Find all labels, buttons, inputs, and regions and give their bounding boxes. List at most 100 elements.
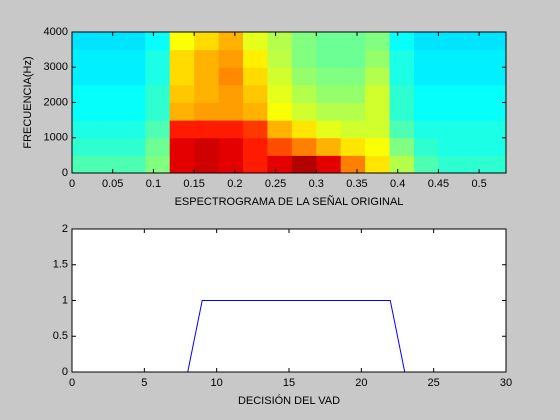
heat-cell xyxy=(72,67,97,86)
heat-cell xyxy=(194,32,220,51)
heat-cell xyxy=(365,32,391,51)
heat-cell xyxy=(462,120,488,139)
heat-cell xyxy=(365,49,391,68)
heat-cell xyxy=(438,137,464,156)
heat-cell xyxy=(462,84,488,103)
heat-cell xyxy=(438,102,464,121)
heat-cell xyxy=(218,120,244,139)
heat-cell xyxy=(340,49,366,68)
heat-cell xyxy=(169,155,195,173)
heat-cell xyxy=(145,49,171,68)
heat-cell xyxy=(145,102,171,121)
heat-cell xyxy=(194,84,220,103)
heat-cell xyxy=(194,155,220,173)
heat-cell xyxy=(145,155,171,173)
x-tick-label: 0.25 xyxy=(265,178,286,190)
heat-cell xyxy=(291,102,317,121)
y-tick-label: 4000 xyxy=(44,26,68,38)
heat-cell xyxy=(218,49,244,68)
heat-cell xyxy=(194,49,220,68)
heat-cell xyxy=(291,155,317,173)
heat-cell xyxy=(487,67,506,86)
heat-cell xyxy=(120,120,146,139)
heat-cell xyxy=(462,49,488,68)
heat-cell xyxy=(340,67,366,86)
heat-cell xyxy=(413,32,439,51)
heat-cell xyxy=(145,84,171,103)
heat-cell xyxy=(389,102,415,121)
heat-cell xyxy=(365,137,391,156)
heat-cell xyxy=(365,120,391,139)
heat-cell xyxy=(120,32,146,51)
heat-cell xyxy=(413,49,439,68)
heat-cell xyxy=(169,84,195,103)
heat-cell xyxy=(169,120,195,139)
x-tick-label: 5 xyxy=(141,377,147,389)
heat-cell xyxy=(389,137,415,156)
heat-cell xyxy=(291,120,317,139)
heat-cell xyxy=(413,102,439,121)
heat-cell xyxy=(365,67,391,86)
y-tick-label: 1000 xyxy=(44,132,68,144)
heat-cell xyxy=(267,32,293,51)
heat-cell xyxy=(169,32,195,51)
heat-cell xyxy=(487,49,506,68)
heat-cell xyxy=(389,67,415,86)
heat-cell xyxy=(389,120,415,139)
heat-cell xyxy=(365,84,391,103)
heat-cell xyxy=(267,137,293,156)
heat-cell xyxy=(462,32,488,51)
heat-cell xyxy=(120,67,146,86)
heat-cell xyxy=(242,155,268,173)
heat-cell xyxy=(316,120,342,139)
heat-cell xyxy=(267,49,293,68)
y-tick-label: 0.5 xyxy=(53,330,68,342)
heat-cell xyxy=(218,67,244,86)
heat-cell xyxy=(438,67,464,86)
heat-cell xyxy=(462,102,488,121)
heat-cell xyxy=(316,137,342,156)
heat-cell xyxy=(72,102,97,121)
heat-cell xyxy=(365,155,391,173)
y-tick-label: 3000 xyxy=(44,61,68,73)
heat-cell xyxy=(291,84,317,103)
spectrogram xyxy=(72,32,506,173)
heat-cell xyxy=(194,102,220,121)
heat-cell xyxy=(487,155,506,173)
heat-cell xyxy=(120,84,146,103)
heat-cell xyxy=(145,137,171,156)
heat-cell xyxy=(413,155,439,173)
heat-cell xyxy=(169,102,195,121)
heat-cell xyxy=(194,120,220,139)
heat-cell xyxy=(487,137,506,156)
heat-cell xyxy=(120,137,146,156)
heat-cell xyxy=(291,137,317,156)
heat-cell xyxy=(291,32,317,51)
heat-cell xyxy=(413,84,439,103)
heat-cell xyxy=(96,155,122,173)
heat-cell xyxy=(340,120,366,139)
heat-cell xyxy=(316,84,342,103)
x-axis-label: DECISIÓN DEL VAD xyxy=(238,394,340,407)
x-tick-label: 0.1 xyxy=(146,178,161,190)
heat-cell xyxy=(169,67,195,86)
heat-cell xyxy=(291,49,317,68)
heat-cell xyxy=(291,67,317,86)
x-tick-label: 20 xyxy=(355,377,367,389)
heat-cell xyxy=(120,155,146,173)
heat-cell xyxy=(267,84,293,103)
heat-cell xyxy=(316,67,342,86)
heat-cell xyxy=(242,137,268,156)
heat-cell xyxy=(316,155,342,173)
heat-cell xyxy=(340,155,366,173)
y-axis-label: FRECUENCIA(Hz) xyxy=(22,56,34,148)
heat-cell xyxy=(72,120,97,139)
heat-cell xyxy=(267,120,293,139)
heat-cell xyxy=(96,137,122,156)
heat-cell xyxy=(340,102,366,121)
heat-cell xyxy=(242,102,268,121)
heat-cell xyxy=(72,49,97,68)
heat-cell xyxy=(242,32,268,51)
heat-cell xyxy=(340,137,366,156)
